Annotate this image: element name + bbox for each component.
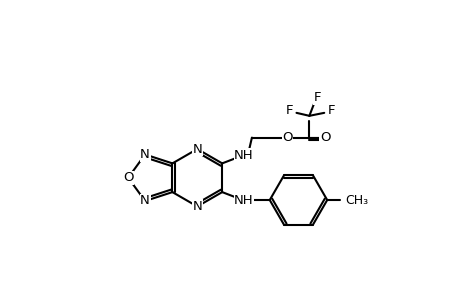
Text: F: F (327, 104, 334, 117)
Text: O: O (282, 131, 292, 144)
Text: N: N (192, 142, 202, 155)
Text: F: F (285, 104, 293, 117)
Text: F: F (313, 92, 320, 104)
Text: N: N (192, 200, 202, 213)
Text: NH: NH (234, 149, 253, 162)
Text: N: N (140, 194, 150, 208)
Text: O: O (319, 131, 330, 144)
Text: N: N (140, 148, 150, 161)
Text: NH: NH (234, 194, 253, 206)
Text: O: O (123, 171, 133, 184)
Text: CH₃: CH₃ (344, 194, 367, 206)
